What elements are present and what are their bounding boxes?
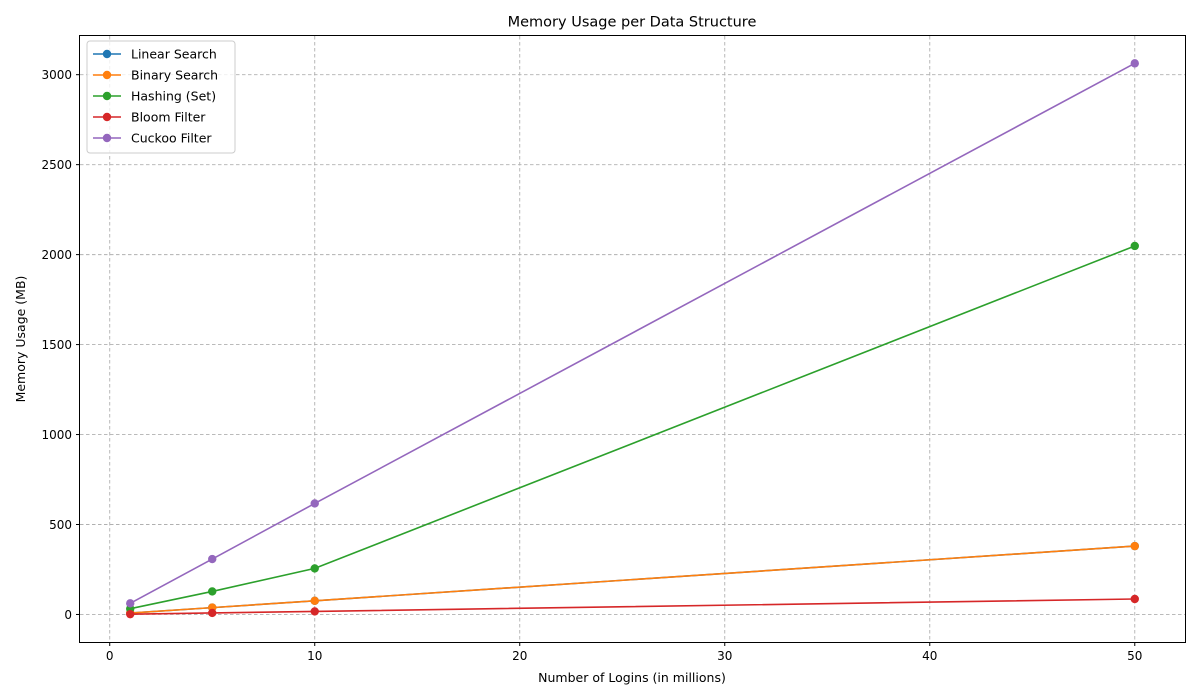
series-cuckoo-filter [126,59,1139,608]
series-bloom-filter [126,594,1139,619]
y-tick-label: 3000 [41,68,72,82]
data-point [1130,59,1139,68]
legend-item: Cuckoo Filter [93,131,212,146]
y-tick-label: 2500 [41,158,72,172]
legend-label: Hashing (Set) [131,89,216,104]
series-line [130,245,1136,610]
legend-item: Linear Search [93,47,217,62]
series-line [129,62,1136,605]
legend-label: Cuckoo Filter [131,131,212,146]
y-tick-label: 1000 [41,428,72,442]
data-point [1130,541,1139,551]
data-point [126,609,135,619]
data-point [126,599,135,608]
legend-marker [102,133,112,143]
data-point [208,587,217,596]
y-axis-label: Memory Usage (MB) [13,276,28,403]
x-tick-label: 10 [307,649,322,663]
legend-item: Binary Search [93,68,218,83]
data-point [1130,241,1139,251]
data-point [310,564,319,573]
series-hashing-set [126,241,1139,613]
y-tick-label: 2000 [41,248,72,262]
plot-area-frame [79,35,1186,643]
legend-label: Binary Search [131,68,218,83]
legend: Linear Search Binary Search Hashing (Set) B… [86,40,236,154]
data-point [1130,594,1139,604]
legend-label: Bloom Filter [131,110,206,125]
y-tick-label: 500 [49,518,72,532]
legend-item: Bloom Filter [93,110,206,125]
x-tick-label: 40 [922,649,937,663]
data-point [310,499,319,508]
y-tick-label: 0 [64,608,72,622]
data-point [208,608,217,618]
series-line [130,598,1135,615]
legend-label: Linear Search [131,47,217,62]
legend-marker [102,112,112,122]
legend-marker [102,70,112,80]
data-point [208,554,217,564]
legend-marker [102,91,112,101]
x-tick-label: 50 [1127,649,1142,663]
grid [80,36,1185,642]
legend-item: Hashing (Set) [93,89,216,104]
x-tick-label: 30 [717,649,732,663]
legend-marker [102,49,112,59]
legend-frame [86,40,236,154]
x-axis-label: Number of Logins (in millions) [538,670,726,685]
data-point [310,607,319,616]
series-group [126,59,1139,619]
chart-title: Memory Usage per Data Structure [508,15,757,31]
series-line [130,545,1135,614]
x-tick-label: 20 [512,649,527,663]
x-tick-label: 0 [106,649,114,663]
y-tick-label: 1500 [41,338,72,352]
data-point [310,596,319,605]
